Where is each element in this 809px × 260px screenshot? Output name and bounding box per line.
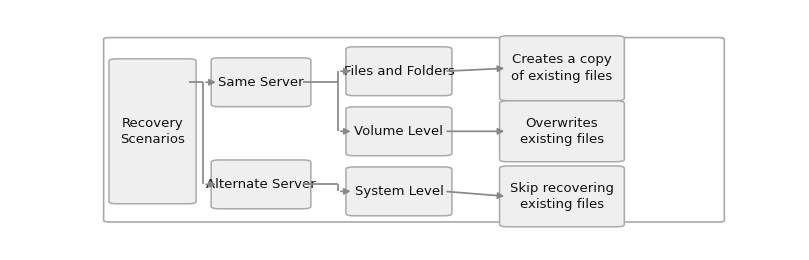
FancyBboxPatch shape [211, 160, 311, 209]
Text: Recovery
Scenarios: Recovery Scenarios [120, 116, 185, 146]
Text: Alternate Server: Alternate Server [206, 178, 316, 191]
FancyBboxPatch shape [346, 167, 452, 216]
FancyBboxPatch shape [346, 107, 452, 156]
Text: Creates a copy
of existing files: Creates a copy of existing files [511, 54, 612, 83]
FancyBboxPatch shape [109, 59, 196, 204]
FancyBboxPatch shape [500, 101, 625, 162]
FancyBboxPatch shape [104, 38, 724, 222]
Text: Same Server: Same Server [218, 76, 304, 89]
Text: Overwrites
existing files: Overwrites existing files [520, 116, 604, 146]
Text: System Level: System Level [354, 185, 443, 198]
FancyBboxPatch shape [500, 166, 625, 227]
FancyBboxPatch shape [346, 47, 452, 96]
FancyBboxPatch shape [211, 58, 311, 107]
FancyBboxPatch shape [500, 36, 625, 101]
Text: Skip recovering
existing files: Skip recovering existing files [510, 182, 614, 211]
Text: Volume Level: Volume Level [354, 125, 443, 138]
Text: Files and Folders: Files and Folders [344, 65, 455, 78]
